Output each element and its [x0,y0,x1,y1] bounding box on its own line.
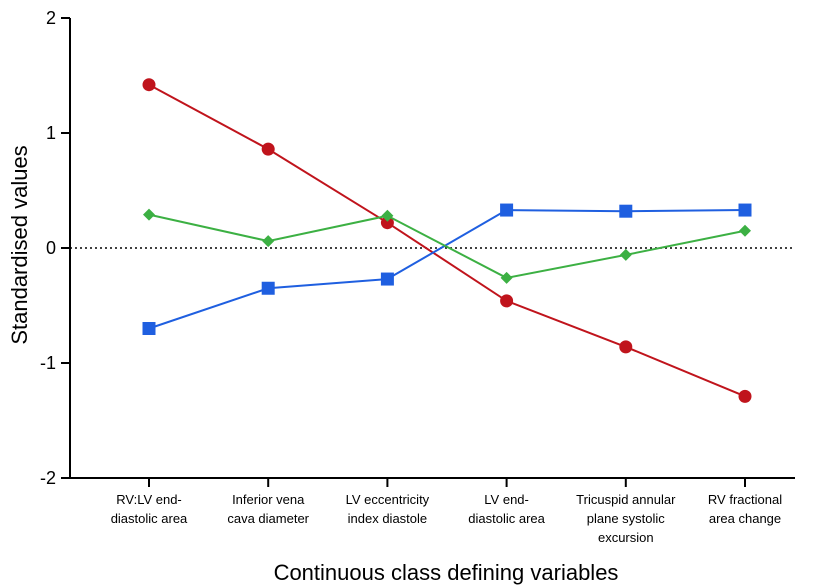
labels-layer: 2 1 0 -1 -2 RV:LV end-diastolic area Inferior … [40,8,782,545]
series-square [142,203,752,335]
x-axis-title: Continuous class defining variables [274,560,619,585]
series-layer [142,78,752,403]
x-tick-label: LV end-diastolic area [468,492,545,526]
data-point [143,208,155,221]
data-point [500,203,514,217]
data-point [381,209,394,222]
y-tick-label: -1 [40,353,56,373]
data-point [738,203,752,217]
data-point [142,322,156,335]
data-point [619,340,633,354]
x-tick-label: RV fractional area change [708,492,782,526]
data-point [500,294,514,308]
series-diamond [143,208,751,284]
data-point [261,281,275,295]
data-point [500,271,513,284]
data-point [142,78,156,92]
data-point [739,224,751,237]
data-point [619,248,632,261]
x-tick-label: Inferior vena cava diameter [227,492,309,526]
data-point [380,216,394,230]
series-circle [142,78,752,403]
data-point [380,272,394,286]
y-axis-title: Standardised values [7,145,32,344]
data-point [738,389,752,403]
y-tick-label: -2 [40,468,56,488]
series-line [148,213,746,279]
y-tick-label: 1 [46,123,56,143]
data-point [619,204,633,218]
x-tick-label: RV:LV end-diastolic area [111,492,188,526]
data-point [261,142,275,156]
series-line [148,209,746,330]
axes [61,17,795,487]
y-tick-label: 0 [46,238,56,258]
y-tick-label: 2 [46,8,56,28]
x-tick-label: LV eccentricity index diastole [346,492,430,526]
series-line [148,83,746,398]
x-tick-label: Tricuspid annular plane systolic excursion [576,492,676,545]
data-point [262,235,275,248]
